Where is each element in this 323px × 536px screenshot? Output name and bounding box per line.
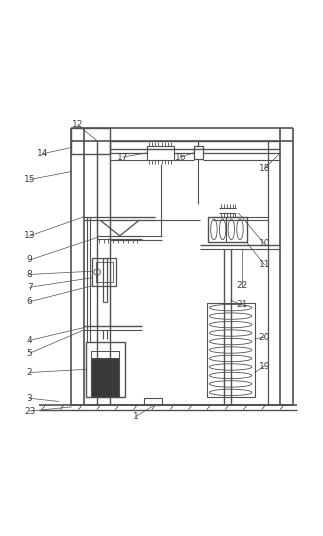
- Bar: [71, 128, 110, 154]
- Text: 10: 10: [259, 240, 270, 248]
- Text: 11: 11: [259, 260, 270, 269]
- Text: 9: 9: [27, 256, 33, 264]
- Text: 15: 15: [24, 175, 36, 184]
- Text: 2: 2: [27, 368, 32, 377]
- Text: 5: 5: [27, 349, 33, 358]
- Bar: [206, 303, 255, 397]
- Text: 4: 4: [27, 336, 32, 345]
- Text: 23: 23: [24, 407, 35, 415]
- Text: 20: 20: [259, 333, 270, 341]
- Bar: [86, 342, 124, 397]
- Bar: [91, 351, 119, 358]
- Text: 7: 7: [27, 283, 33, 292]
- Text: 1: 1: [133, 412, 139, 421]
- Bar: [144, 398, 162, 405]
- Bar: [147, 146, 174, 160]
- Text: 16: 16: [175, 153, 187, 161]
- Text: 14: 14: [37, 150, 48, 158]
- Bar: [96, 262, 113, 282]
- Text: 6: 6: [27, 297, 33, 306]
- Text: 12: 12: [72, 121, 84, 129]
- Bar: [91, 358, 119, 397]
- Bar: [92, 258, 117, 286]
- Text: 18: 18: [259, 164, 270, 173]
- Bar: [194, 146, 203, 159]
- Text: 21: 21: [236, 301, 248, 309]
- Text: 8: 8: [27, 270, 33, 279]
- Text: 22: 22: [236, 281, 247, 290]
- Bar: [208, 217, 247, 242]
- Text: 13: 13: [24, 232, 36, 240]
- Text: 3: 3: [27, 394, 33, 403]
- Text: 17: 17: [117, 153, 129, 161]
- Text: 19: 19: [259, 362, 270, 370]
